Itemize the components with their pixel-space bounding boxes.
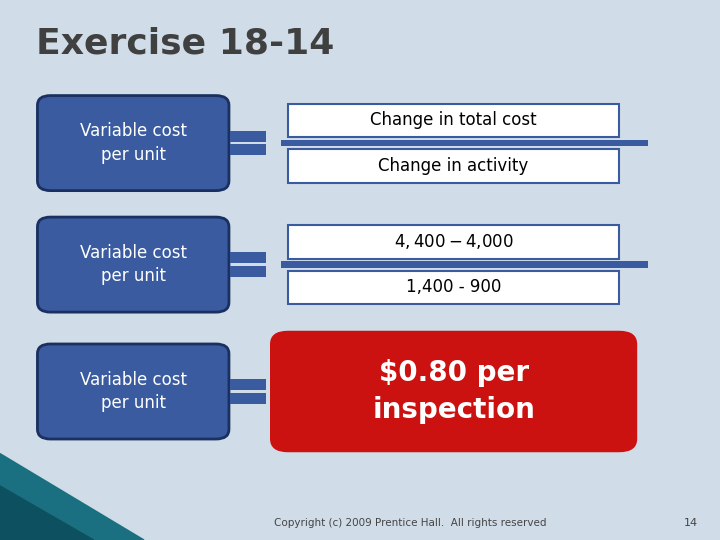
FancyBboxPatch shape — [37, 344, 229, 439]
Bar — [230, 131, 266, 142]
Bar — [288, 271, 619, 304]
FancyBboxPatch shape — [270, 330, 637, 452]
Polygon shape — [0, 454, 144, 540]
Bar — [230, 266, 266, 276]
Text: 1,400 - 900: 1,400 - 900 — [406, 278, 501, 296]
Bar — [230, 393, 266, 404]
Bar — [281, 140, 648, 146]
Text: Variable cost
per unit: Variable cost per unit — [80, 370, 186, 413]
Bar — [230, 379, 266, 390]
Bar — [288, 104, 619, 137]
Text: Copyright (c) 2009 Prentice Hall.  All rights reserved: Copyright (c) 2009 Prentice Hall. All ri… — [274, 518, 546, 528]
Bar — [281, 261, 648, 268]
Bar — [288, 149, 619, 183]
Polygon shape — [0, 486, 94, 540]
FancyBboxPatch shape — [37, 217, 229, 312]
Bar — [230, 252, 266, 263]
Text: Change in total cost: Change in total cost — [370, 111, 537, 130]
Bar — [288, 225, 619, 259]
Text: Variable cost
per unit: Variable cost per unit — [80, 244, 186, 286]
Bar — [230, 144, 266, 156]
Text: $0.80 per
inspection: $0.80 per inspection — [372, 359, 535, 424]
Text: $4,400 - $4,000: $4,400 - $4,000 — [394, 232, 513, 252]
Text: 14: 14 — [684, 518, 698, 528]
Text: Variable cost
per unit: Variable cost per unit — [80, 122, 186, 164]
FancyBboxPatch shape — [37, 96, 229, 191]
Text: Change in activity: Change in activity — [379, 157, 528, 175]
Text: Exercise 18-14: Exercise 18-14 — [36, 27, 334, 61]
